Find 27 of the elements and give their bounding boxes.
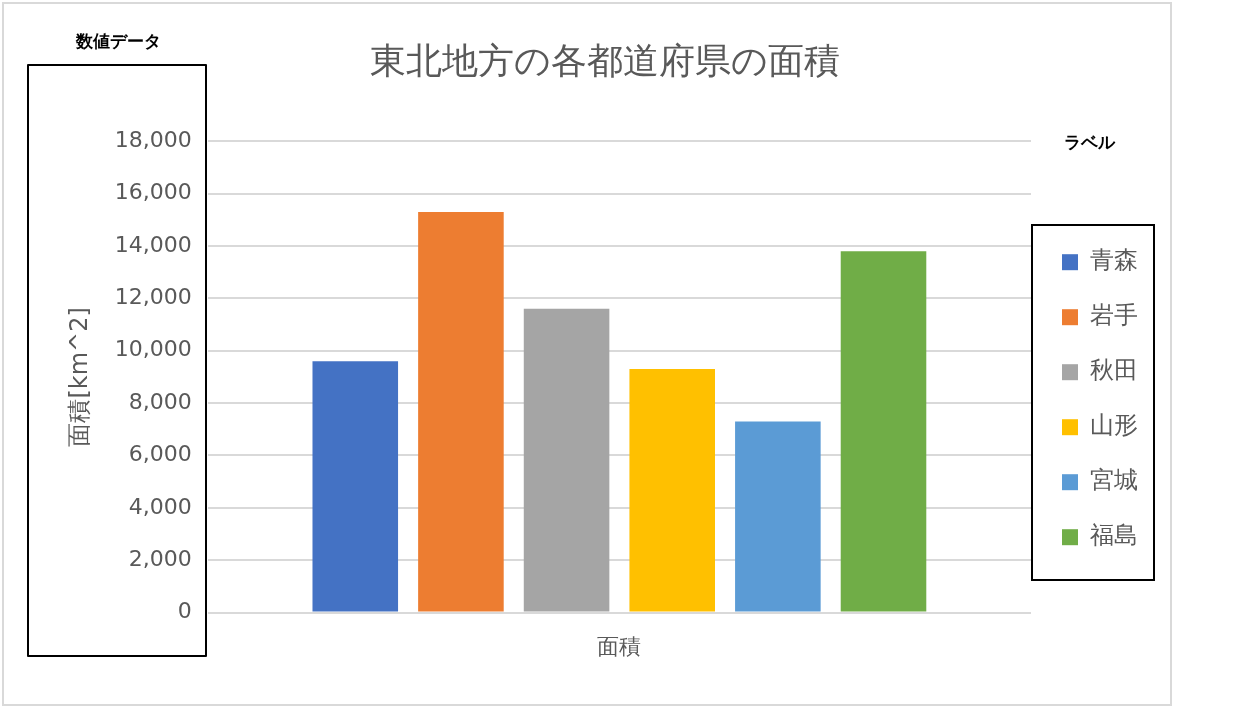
bar [523,308,610,612]
y-tick-label: 10,000 [114,336,192,362]
legend-label: 山形 [1090,411,1138,440]
bar [418,211,504,612]
x-tick-label: 面積 [597,633,642,659]
legend-label: 岩手 [1090,301,1138,330]
bar [840,251,927,612]
legend-label: 福島 [1090,521,1138,550]
y-tick-label: 0 [177,598,192,624]
y-tick-label: 16,000 [114,179,192,205]
legend-label: 青森 [1090,246,1138,275]
y-tick-label: 18,000 [114,126,192,152]
bar [312,361,399,612]
legend-label: 秋田 [1090,356,1138,385]
chart-title: 東北地方の各都道府県の面積 [370,39,840,81]
bar [629,369,715,612]
y-tick-label: 8,000 [128,388,192,414]
y-tick-label: 14,000 [114,231,192,257]
bar [735,421,821,612]
legend-label: 宮城 [1090,466,1138,495]
y-tick-label: 4,000 [128,493,192,519]
y-tick-label: 2,000 [128,545,192,571]
y-axis-title: 面積[km^2] [64,307,93,447]
y-tick-label: 6,000 [128,441,192,467]
text: 数値データ [74,30,162,53]
legend-title: ラベル [1064,131,1116,152]
y-tick-label: 12,000 [114,284,192,310]
